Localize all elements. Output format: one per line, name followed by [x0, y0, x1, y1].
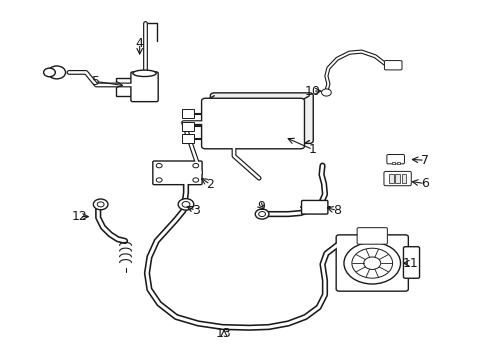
Ellipse shape — [133, 70, 156, 77]
Circle shape — [192, 178, 198, 182]
Text: 3: 3 — [191, 204, 199, 217]
Bar — [396, 162, 399, 164]
Bar — [182, 122, 194, 131]
Circle shape — [156, 163, 162, 168]
Circle shape — [321, 89, 330, 96]
Text: 5: 5 — [92, 75, 100, 88]
Circle shape — [93, 199, 108, 210]
FancyBboxPatch shape — [384, 60, 401, 70]
Text: 11: 11 — [402, 257, 417, 270]
Circle shape — [43, 68, 55, 77]
Text: 2: 2 — [206, 178, 214, 191]
FancyBboxPatch shape — [356, 228, 386, 244]
Bar — [182, 134, 194, 143]
Circle shape — [48, 66, 65, 79]
Text: 6: 6 — [420, 177, 428, 190]
Bar — [391, 162, 394, 164]
FancyBboxPatch shape — [386, 154, 404, 164]
FancyBboxPatch shape — [201, 98, 304, 149]
FancyBboxPatch shape — [335, 235, 407, 291]
FancyBboxPatch shape — [403, 247, 419, 278]
Bar — [116, 78, 133, 96]
Circle shape — [156, 178, 162, 182]
Bar — [401, 174, 406, 183]
Bar — [182, 109, 194, 118]
FancyBboxPatch shape — [301, 201, 327, 214]
Text: 4: 4 — [136, 37, 143, 50]
Text: 13: 13 — [216, 327, 231, 339]
Text: 9: 9 — [257, 201, 265, 213]
Bar — [394, 174, 399, 183]
Bar — [388, 174, 393, 183]
Circle shape — [255, 209, 268, 219]
Circle shape — [343, 242, 400, 284]
FancyBboxPatch shape — [383, 171, 410, 186]
FancyBboxPatch shape — [153, 161, 202, 185]
Circle shape — [351, 248, 392, 278]
Text: 1: 1 — [308, 143, 316, 156]
Circle shape — [178, 199, 193, 210]
Text: 12: 12 — [72, 210, 87, 223]
Text: 8: 8 — [332, 204, 341, 217]
Text: 10: 10 — [304, 85, 320, 98]
Circle shape — [258, 212, 265, 217]
Circle shape — [182, 202, 189, 207]
FancyBboxPatch shape — [210, 93, 313, 143]
FancyBboxPatch shape — [131, 72, 158, 102]
Circle shape — [363, 257, 380, 269]
Circle shape — [192, 163, 198, 168]
Text: 7: 7 — [420, 154, 428, 167]
Circle shape — [97, 202, 104, 207]
